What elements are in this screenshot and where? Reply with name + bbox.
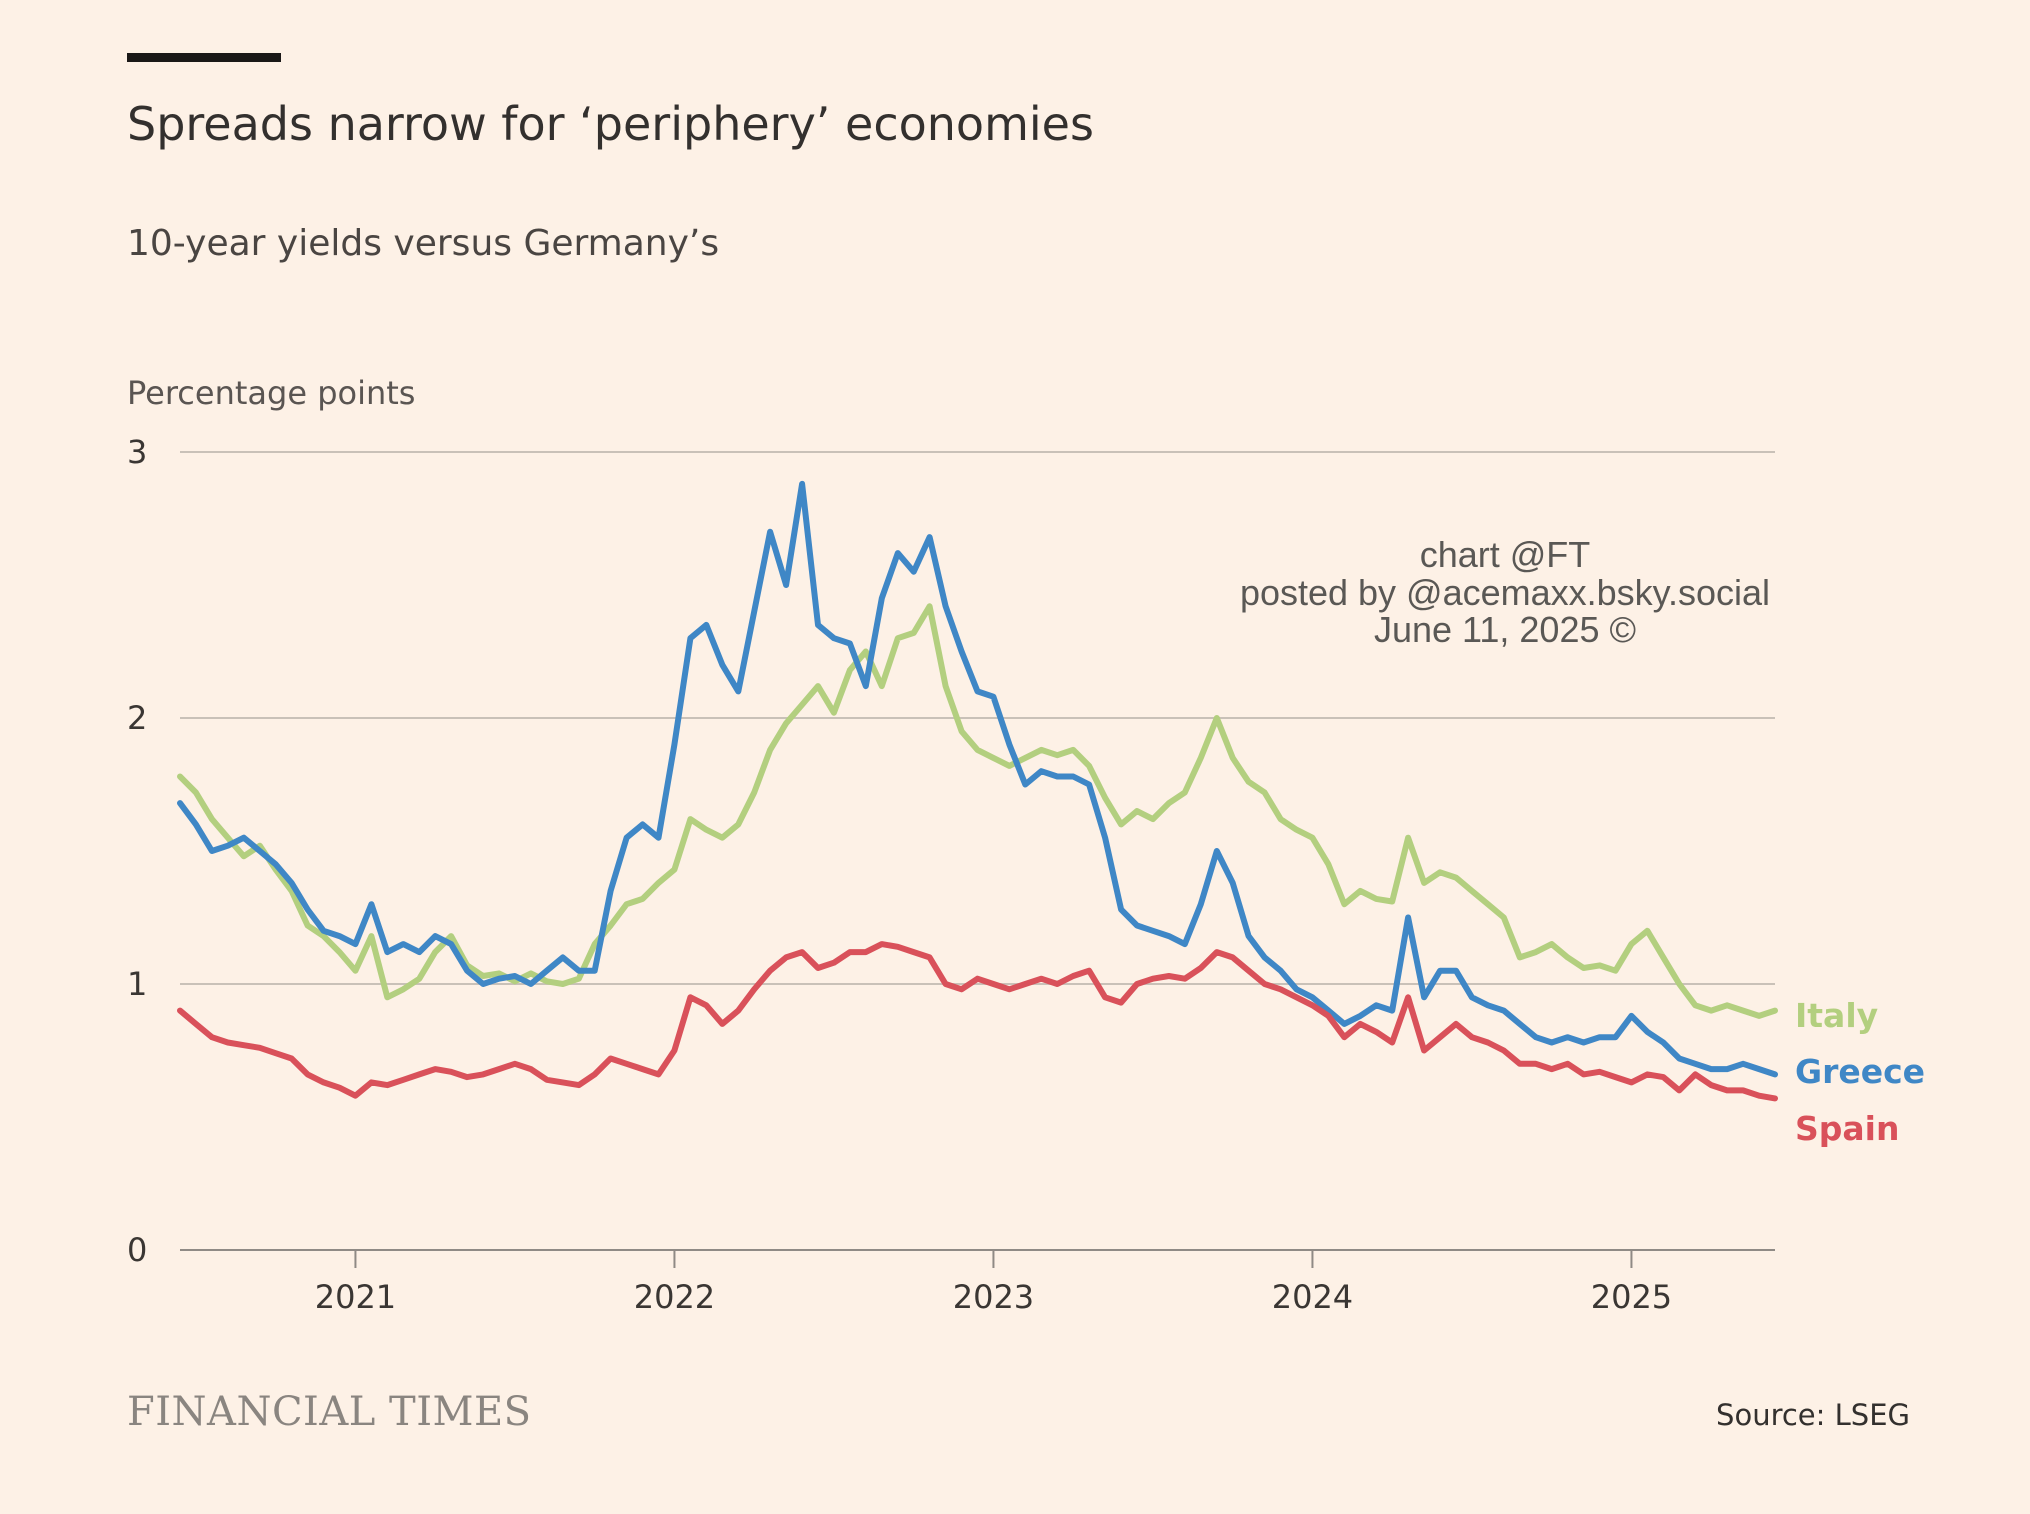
x-tick-label: 2023 xyxy=(953,1278,1034,1316)
y-axis-unit-label: Percentage points xyxy=(127,374,415,412)
source-note: Source: LSEG xyxy=(1716,1398,1910,1432)
watermark: chart @FT posted by @acemaxx.bsky.social… xyxy=(1240,534,1770,650)
ft-brand-logo: FINANCIAL TIMES xyxy=(127,1389,532,1435)
y-tick-label: 3 xyxy=(127,433,147,471)
legend-label-italy: Italy xyxy=(1795,996,1878,1035)
watermark-line-1: chart @FT xyxy=(1420,534,1591,575)
series-line-greece xyxy=(177,480,1778,1078)
legend-label-spain: Spain xyxy=(1795,1109,1899,1148)
chart-subtitle: 10-year yields versus Germany’s xyxy=(127,223,719,264)
y-tick-label: 0 xyxy=(127,1231,147,1269)
legend-label-greece: Greece xyxy=(1795,1052,1925,1091)
watermark-line-3: June 11, 2025 © xyxy=(1374,609,1636,650)
x-tick-label: 2025 xyxy=(1591,1278,1672,1316)
y-axis-ticks: 0 1 2 3 xyxy=(127,433,147,1269)
series-lines xyxy=(177,480,1778,1102)
gridlines xyxy=(180,451,1775,1251)
x-tick-label: 2022 xyxy=(634,1278,715,1316)
legend: Italy Greece Spain xyxy=(1795,996,1925,1148)
x-axis-ticks: 2021 2022 2023 2024 2025 xyxy=(315,1250,1672,1316)
chart-title: Spreads narrow for ‘periphery’ economies xyxy=(127,97,1094,151)
y-tick-label: 2 xyxy=(127,699,147,737)
series-line-spain xyxy=(177,941,1778,1102)
x-tick-label: 2024 xyxy=(1272,1278,1353,1316)
y-tick-label: 1 xyxy=(127,965,147,1003)
watermark-line-2: posted by @acemaxx.bsky.social xyxy=(1240,572,1770,613)
x-tick-label: 2021 xyxy=(315,1278,396,1316)
accent-bar xyxy=(127,53,281,62)
